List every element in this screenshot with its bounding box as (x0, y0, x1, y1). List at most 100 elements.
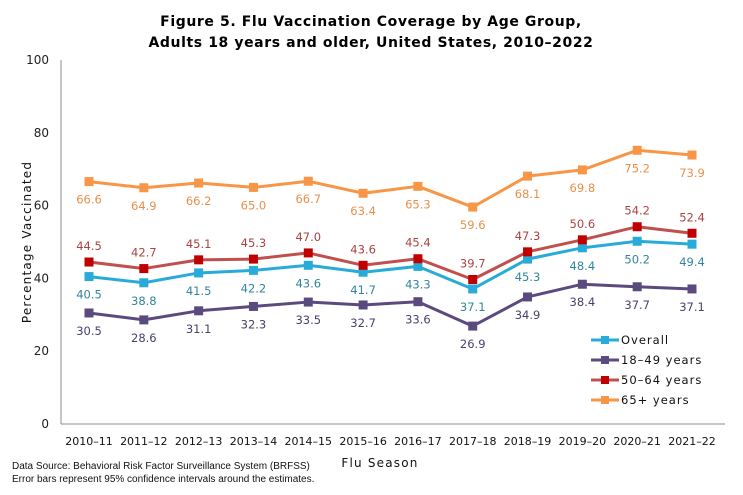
x-tick-label: 2013–14 (230, 435, 278, 448)
data-point-marker (194, 268, 204, 278)
data-point-marker (523, 247, 533, 257)
data-label: 65.3 (405, 197, 431, 211)
data-point-marker (577, 243, 587, 253)
series-50-64-years: 44.5 42.7 45.1 45.3 47.0 43.6 45.4 39.7 47.3 50.6… (76, 204, 705, 284)
data-label: 45.3 (515, 270, 541, 284)
data-label: 31.1 (186, 322, 212, 336)
legend-item: 65+ years (591, 393, 690, 407)
data-label: 37.1 (679, 300, 705, 314)
data-point-marker (303, 176, 313, 186)
legend-marker-swatch (601, 376, 609, 384)
data-label: 65.0 (241, 198, 267, 212)
legend-label: 50–64 years (621, 373, 702, 387)
data-label: 38.8 (131, 294, 157, 308)
data-point-marker (468, 284, 478, 294)
y-axis-ticks: 0 20 40 60 80 100 (26, 53, 49, 431)
data-label: 32.7 (350, 316, 376, 330)
x-tick-label: 2011–12 (120, 435, 168, 448)
x-axis-label: Flu Season (341, 456, 418, 470)
data-point-marker (632, 282, 642, 292)
data-point-marker (139, 315, 149, 325)
data-point-marker (577, 235, 587, 245)
data-label: 47.3 (515, 229, 541, 243)
x-tick-label: 2018–19 (504, 435, 552, 448)
data-point-marker (139, 183, 149, 193)
x-tick-label: 2020–21 (613, 435, 661, 448)
data-label: 38.4 (570, 295, 596, 309)
x-tick-label: 2019–20 (559, 435, 607, 448)
legend: Overall 18–49 years 50–64 years 65+ years (591, 333, 702, 407)
x-tick-label: 2017–18 (449, 435, 497, 448)
y-tick-label: 20 (34, 344, 49, 358)
data-point-marker (413, 181, 423, 191)
error-bar-note: Error bars represent 95% confidence inte… (12, 474, 314, 485)
data-label: 49.4 (679, 255, 705, 269)
data-point-marker (248, 265, 258, 275)
legend-label: 18–49 years (621, 353, 702, 367)
x-tick-label: 2021–22 (668, 435, 716, 448)
data-label: 54.2 (624, 204, 650, 218)
series-65-years: 66.6 64.9 66.2 65.0 66.7 63.4 65.3 59.6 68.1 69.8… (76, 145, 705, 232)
data-point-marker (139, 264, 149, 274)
data-label: 44.5 (76, 239, 102, 253)
data-point-marker (468, 202, 478, 212)
x-tick-label: 2015–16 (339, 435, 387, 448)
y-axis-label: Percentage Vaccinated (20, 161, 34, 323)
data-label: 45.4 (405, 236, 431, 250)
data-label: 41.7 (350, 283, 376, 297)
legend-item: Overall (591, 333, 669, 347)
data-point-marker (577, 165, 587, 175)
data-point-marker (523, 292, 533, 302)
data-point-marker (358, 188, 368, 198)
data-label: 66.6 (76, 193, 102, 207)
series-line (88, 148, 693, 209)
x-axis-ticks: 2010–11 2011–12 2012–13 2013–14 2014–15 2015–… (65, 435, 716, 448)
chart-subtitle: Adults 18 years and older, United States… (148, 35, 593, 51)
data-point-marker (84, 308, 94, 318)
data-point-marker (413, 261, 423, 271)
series-group: 40.5 38.8 41.5 42.2 43.6 41.7 43.3 37.1 45.3 48.4… (76, 145, 705, 351)
data-label: 43.3 (405, 277, 431, 291)
data-point-marker (687, 150, 697, 160)
series-line (88, 239, 693, 291)
data-point-marker (303, 297, 313, 307)
legend-item: 18–49 years (591, 353, 702, 367)
y-tick-label: 100 (26, 53, 49, 67)
data-label: 45.3 (241, 236, 267, 250)
data-point-marker (687, 239, 697, 249)
data-point-marker (139, 278, 149, 288)
data-label: 34.9 (515, 308, 541, 322)
data-point-marker (632, 236, 642, 246)
y-tick-label: 40 (34, 271, 49, 285)
data-label: 66.2 (186, 194, 212, 208)
series-overall: 40.5 38.8 41.5 42.2 43.6 41.7 43.3 37.1 45.3 48.4… (76, 236, 705, 314)
data-point-marker (248, 182, 258, 192)
data-point-marker (468, 321, 478, 331)
data-point-marker (523, 254, 533, 264)
data-label: 28.6 (131, 331, 157, 345)
legend-marker-swatch (601, 336, 609, 344)
data-label: 26.9 (460, 337, 486, 351)
legend-item: 50–64 years (591, 373, 702, 387)
data-label: 47.0 (295, 230, 321, 244)
data-label: 33.5 (295, 313, 321, 327)
y-tick-label: 80 (34, 126, 49, 140)
legend-label: 65+ years (621, 393, 690, 407)
data-point-marker (303, 248, 313, 258)
x-tick-label: 2012–13 (175, 435, 223, 448)
data-label: 30.5 (76, 324, 102, 338)
data-point-marker (84, 177, 94, 187)
series-line (88, 225, 693, 281)
data-point-marker (248, 254, 258, 264)
data-label: 43.6 (295, 276, 321, 290)
data-label: 43.6 (350, 242, 376, 256)
data-point-marker (413, 254, 423, 264)
data-label: 42.7 (131, 246, 157, 260)
data-point-marker (632, 145, 642, 155)
data-label: 69.8 (570, 181, 596, 195)
data-point-marker (194, 255, 204, 265)
data-label: 59.6 (460, 218, 486, 232)
legend-label: Overall (621, 333, 669, 347)
series-18-49-years: 30.5 28.6 31.1 32.3 33.5 32.7 33.6 26.9 34.9 38.4… (76, 279, 705, 351)
